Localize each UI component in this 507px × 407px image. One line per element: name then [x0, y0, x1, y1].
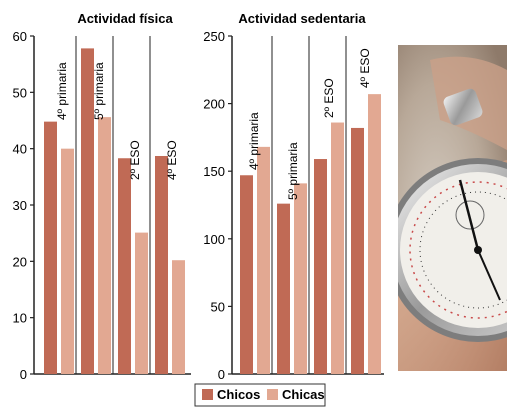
y-tick-label-20: 20 [13, 254, 27, 269]
legend: Chicos Chicas [194, 383, 326, 407]
y-tick-label-50: 50 [13, 85, 27, 100]
chart-title: Actividad física [77, 11, 173, 26]
stopwatch-image [398, 45, 507, 371]
chart-title: Actividad sedentaria [238, 11, 366, 26]
group-label-4-eso: 4º ESO [358, 48, 372, 88]
legend-swatch-chicas [267, 389, 278, 400]
legend-label-chicas: Chicas [282, 387, 325, 402]
bar-chicos-4-primaria [240, 175, 253, 374]
bar-chicos-4-primaria [44, 121, 57, 374]
group-label-2-eso: 2º ESO [322, 78, 336, 118]
legend-box [194, 383, 326, 407]
y-tick-label-40: 40 [13, 142, 27, 157]
y-tick-label-60: 60 [13, 29, 27, 44]
legend-label-chicos: Chicos [217, 387, 260, 402]
bar-chicas-4-primaria [61, 148, 74, 374]
bar-chicas-2-eso [135, 232, 148, 374]
y-tick-label-50: 50 [211, 299, 225, 314]
bar-chicas-4-eso [368, 94, 381, 375]
group-label-5-primaria: 5º primaria [92, 62, 106, 120]
bar-chicas-5-primaria [294, 183, 307, 374]
bar-chicos-2-eso [314, 159, 327, 374]
y-tick-label-30: 30 [13, 198, 27, 213]
bar-chicas-4-eso [172, 260, 185, 374]
bar-chicos-4-eso [351, 127, 364, 374]
y-tick-label-0: 0 [20, 367, 27, 382]
bar-chicos-5-primaria [277, 203, 290, 374]
group-label-4-primaria: 4º primaria [247, 112, 261, 170]
legend-swatch-chicos [202, 389, 213, 400]
bar-chicos-2-eso [118, 158, 131, 374]
bar-chicos-4-eso [155, 155, 168, 374]
group-label-5-primaria: 5º primaria [286, 142, 300, 200]
bar-chicas-2-eso [331, 122, 344, 374]
chart-actividad-fisica: Actividad física 0 10 20 30 40 50 60 4º primar… [13, 11, 191, 382]
y-tick-label-100: 100 [203, 232, 225, 247]
chart-actividad-sedentaria: Actividad sedentaria 0 50 100 150 200 250 4º … [203, 11, 384, 382]
y-tick-label-10: 10 [13, 311, 27, 326]
y-tick-label-250: 250 [203, 29, 225, 44]
y-tick-label-200: 200 [203, 97, 225, 112]
group-label-2-eso: 2º ESO [128, 140, 142, 180]
bar-chicas-4-primaria [257, 146, 270, 374]
group-label-4-primaria: 4º primaria [55, 62, 69, 120]
group-label-4-eso: 4º ESO [165, 140, 179, 180]
y-tick-label-150: 150 [203, 164, 225, 179]
bar-chicas-5-primaria [98, 117, 111, 375]
bar-chicos-5-primaria [81, 48, 94, 374]
y-tick-label-0: 0 [218, 367, 225, 382]
